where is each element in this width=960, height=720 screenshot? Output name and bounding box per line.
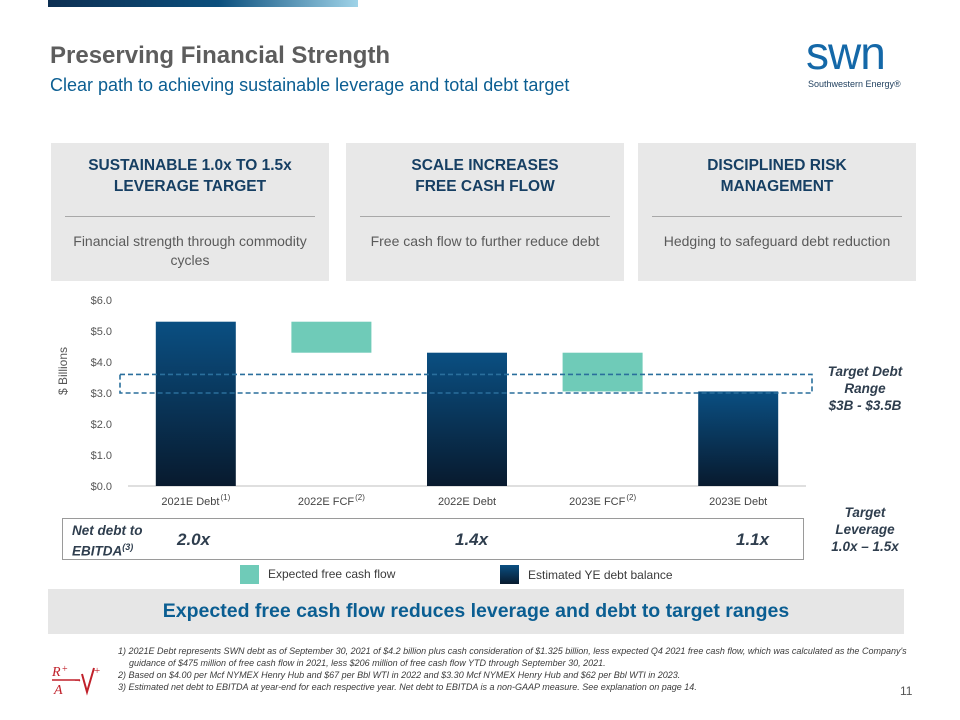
- page-subtitle: Clear path to achieving sustainable leve…: [50, 75, 570, 95]
- svg-text:→: →: [73, 674, 82, 684]
- page-number: 11: [900, 684, 913, 698]
- card-body: Free cash flow to further reduce debt: [370, 233, 600, 249]
- net-debt-to-ebitda-label: Net debt to EBITDA(3): [72, 523, 143, 559]
- x-tick-label: 2022E Debt: [438, 496, 496, 508]
- card-risk-management: DISCIPLINED RISK MANAGEMENT Hedging to s…: [638, 143, 916, 281]
- svg-text:+: +: [94, 665, 100, 677]
- legend-label-fcf: Expected free cash flow: [268, 567, 396, 581]
- summary-banner: Expected free cash flow reduces leverage…: [48, 589, 904, 634]
- x-tick-label: 2022E FCF(2): [298, 493, 365, 508]
- y-tick-label: $4.0: [91, 357, 112, 369]
- bar-2023e-fcf: [562, 352, 643, 392]
- y-tick-label: $3.0: [91, 388, 112, 400]
- leverage-row: [62, 518, 804, 560]
- logo-tagline: Southwestern Energy®: [808, 79, 901, 89]
- bar-2021e-debt: [155, 321, 236, 486]
- card-divider: [652, 216, 902, 217]
- page-title: Preserving Financial Strength: [50, 42, 391, 69]
- swn-logo: swn Southwestern Energy®: [806, 30, 914, 96]
- legend-label-debt: Estimated YE debt balance: [528, 568, 673, 582]
- x-tick-label: 2021E Debt(1): [161, 493, 230, 508]
- card-title: SUSTAINABLE 1.0x TO 1.5x LEVERAGE TARGET: [88, 157, 292, 195]
- target-debt-range-box: [119, 373, 813, 394]
- card-body: Financial strength through commodity cyc…: [73, 233, 307, 268]
- leverage-value-2022: 1.4x: [455, 530, 489, 549]
- card-free-cash-flow: SCALE INCREASES FREE CASH FLOW Free cash…: [346, 143, 624, 281]
- y-tick-label: $1.0: [91, 450, 112, 462]
- footnote-2: 2) Based on $4.00 per Mcf NYMEX Henry Hu…: [118, 670, 681, 680]
- y-tick-label: $0.0: [91, 481, 112, 493]
- leverage-value-2023: 1.1x: [736, 530, 770, 549]
- debt-waterfall-chart: $0.0 $1.0 $2.0 $3.0 $4.0 $5.0 $6.0 2021E Debt(…: [91, 295, 813, 508]
- legend-swatch-debt: [500, 565, 519, 584]
- logo-wordmark: swn: [806, 27, 886, 79]
- card-body: Hedging to safeguard debt reduction: [663, 233, 891, 249]
- footnote-1: 1) 2021E Debt represents SWN debt as of …: [118, 646, 907, 668]
- leverage-value-2021: 2.0x: [177, 530, 211, 549]
- target-debt-range-label: Target Debt Range $3B - $3.5B: [827, 364, 903, 413]
- x-tick-label: 2023E Debt: [709, 496, 767, 508]
- y-tick-label: $2.0: [91, 419, 112, 431]
- x-tick-label: 2023E FCF(2): [569, 493, 636, 508]
- y-tick-label: $5.0: [91, 326, 112, 338]
- bar-2023e-debt: [698, 391, 779, 486]
- footnotes: 1) 2021E Debt represents SWN debt as of …: [118, 645, 908, 693]
- legend-swatch-fcf: [240, 565, 259, 584]
- target-leverage-label: Target Leverage 1.0x – 1.5x: [831, 505, 899, 554]
- card-divider: [360, 216, 610, 217]
- y-tick-label: $6.0: [91, 295, 112, 307]
- card-title: SCALE INCREASES FREE CASH FLOW: [411, 157, 559, 195]
- card-leverage-target: SUSTAINABLE 1.0x TO 1.5x LEVERAGE TARGET…: [51, 143, 329, 281]
- card-divider: [65, 216, 315, 217]
- y-axis-label: $ Billions: [56, 346, 70, 395]
- card-title: DISCIPLINED RISK MANAGEMENT: [707, 157, 847, 195]
- footnote-3: 3) Estimated net debt to EBITDA at year-…: [118, 682, 697, 692]
- roi-value-logo-icon: R + A → +: [51, 664, 100, 698]
- svg-text:+: +: [62, 664, 68, 675]
- bar-2022e-debt: [427, 352, 507, 486]
- svg-text:R: R: [51, 665, 61, 680]
- top-accent-bar: [48, 0, 358, 7]
- svg-text:A: A: [53, 683, 63, 698]
- bar-2022e-fcf: [291, 321, 372, 353]
